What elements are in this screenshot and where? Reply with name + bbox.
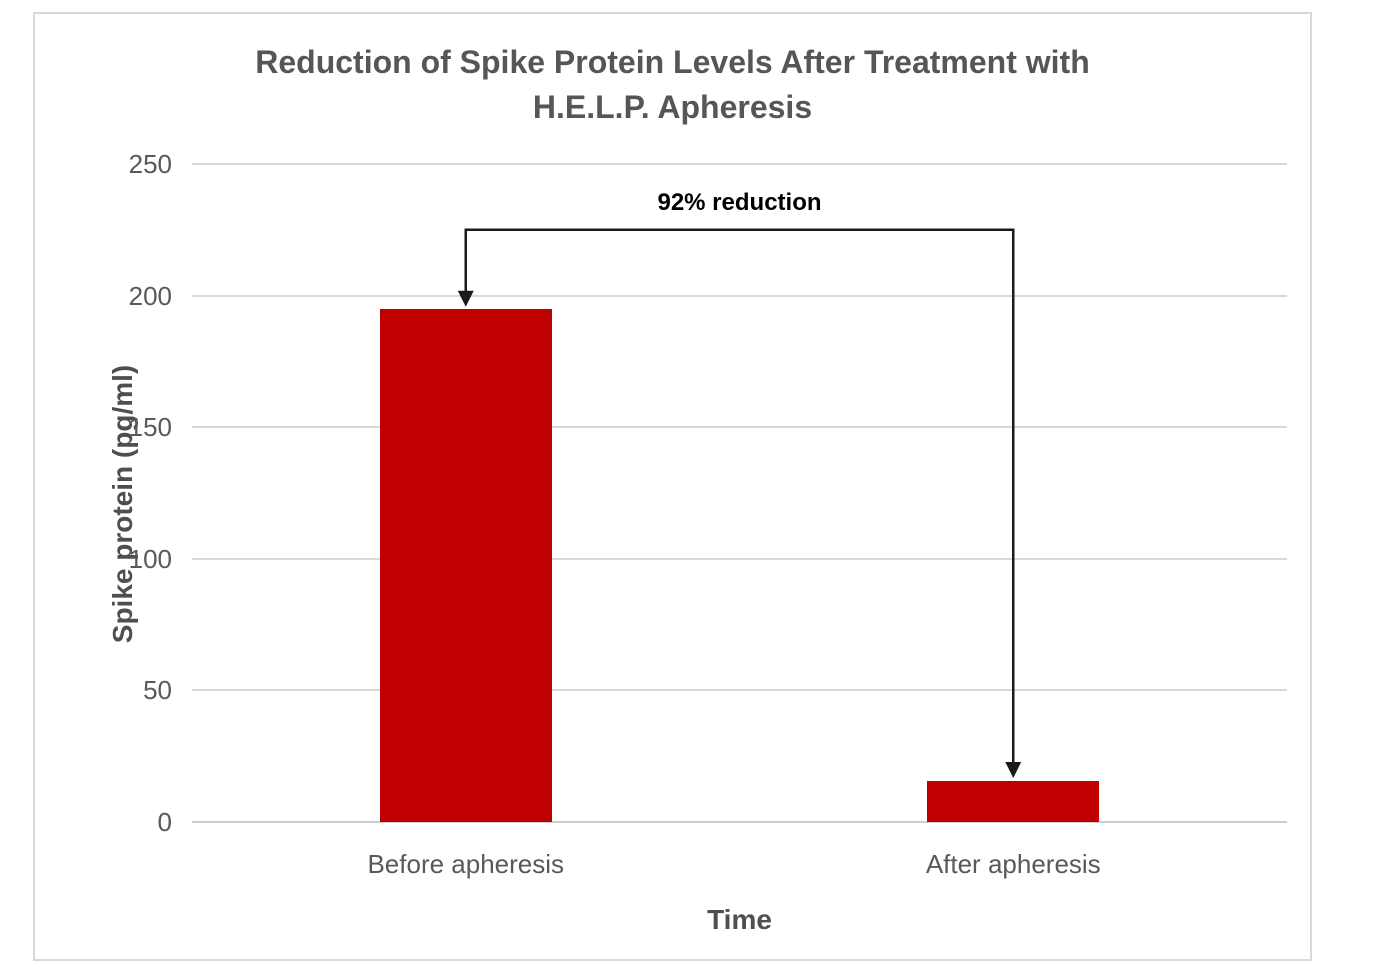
gridline-150 (192, 426, 1287, 429)
gridline-100 (192, 557, 1287, 560)
x-axis-title: Time (707, 904, 772, 935)
y-tick-label-150: 150 (128, 412, 172, 443)
x-category-label: Before apheresis (367, 849, 565, 879)
y-tick-label-200: 200 (128, 280, 172, 311)
plot-area (192, 163, 1287, 823)
chart-frame: Reduction of Spike Protein Levels After … (33, 12, 1312, 961)
annotation-label: 92% reduction (657, 188, 822, 216)
y-tick-label-100: 100 (128, 543, 172, 574)
chart-title-line-2: H.E.L.P. Apheresis (532, 89, 813, 125)
y-tick-label-0: 0 (157, 807, 172, 837)
bar-before-apheresis (379, 308, 552, 822)
bar-after-apheresis (927, 780, 1100, 822)
arrowhead-before-bar (457, 290, 474, 307)
x-category-label: After apheresis (925, 849, 1101, 879)
reduction-arrow (457, 228, 1022, 778)
y-tick-label-50: 50 (143, 675, 172, 706)
reduction-arrow-line (464, 228, 1015, 767)
gridline-200 (192, 294, 1287, 297)
chart-title-line-1: Reduction of Spike Protein Levels After … (255, 44, 1090, 80)
y-tick-label-250: 250 (128, 149, 172, 179)
gridline-50 (192, 689, 1287, 692)
gridline-250 (192, 163, 1287, 165)
y-axis-title: Spike protein (pg/ml) (107, 364, 138, 644)
arrowhead-after-bar (1005, 761, 1022, 778)
chart-title: Reduction of Spike Protein Levels After … (35, 40, 1310, 130)
gridline-0 (192, 821, 1287, 823)
